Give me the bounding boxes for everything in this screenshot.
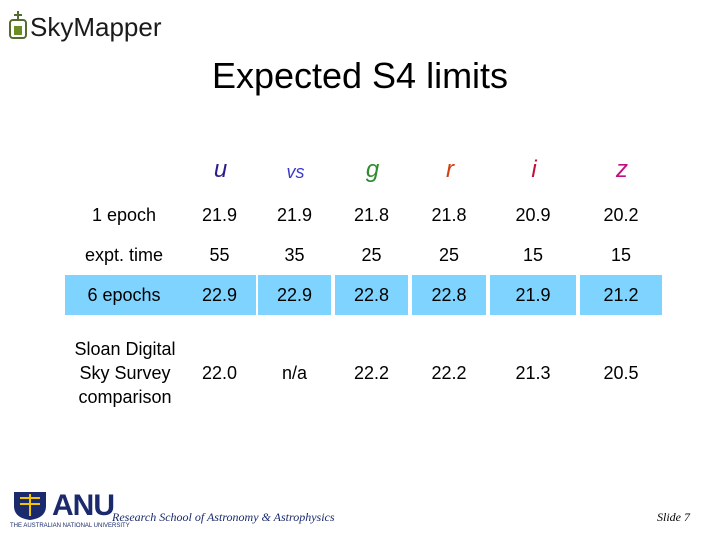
slide-number: Slide 7 <box>657 510 690 524</box>
table-cell: 21.3 <box>515 362 551 383</box>
column-header: g <box>365 156 380 183</box>
table-cell: 22.9 <box>183 275 256 315</box>
table-cell: 35 <box>284 244 305 265</box>
brand: SkyMapper <box>30 12 162 42</box>
table-row: 1 epoch 21.9 21.9 21.8 21.8 20.9 20.2 <box>65 195 665 235</box>
table-cell: 22.8 <box>335 275 408 315</box>
table-row: expt. time 55 35 25 25 15 15 <box>65 235 665 275</box>
table-cell: 22.8 <box>412 275 486 315</box>
table-cell: 20.2 <box>603 204 639 225</box>
table-cell: 25 <box>438 244 460 265</box>
anu-crest <box>14 492 46 520</box>
row-label: 1 epoch <box>91 205 157 225</box>
table-cell: n/a <box>281 362 308 383</box>
column-header: r <box>446 156 454 183</box>
footer-school: Research School of Astronomy & Astrophys… <box>112 510 335 524</box>
table-cell: 20.9 <box>515 204 551 225</box>
column-header: vs <box>286 162 305 182</box>
table-row: Sloan Digital Sky Survey comparison 22.0 n… <box>65 315 665 431</box>
table-cell: 21.2 <box>580 275 662 315</box>
column-header: z <box>616 156 628 183</box>
column-header: u <box>213 156 228 183</box>
table-cell: 15 <box>522 244 544 265</box>
table-cell: 21.8 <box>353 204 390 225</box>
anu-logo-subtitle: THE AUSTRALIAN NATIONAL UNIVERSITY <box>10 523 130 529</box>
skymapper-icon <box>9 11 27 39</box>
row-label: Sloan Digital Sky Survey comparison <box>74 339 176 407</box>
slide-title: Expected S4 limits <box>211 55 509 96</box>
table-cell: 15 <box>610 244 632 265</box>
table-cell: 21.9 <box>201 204 238 225</box>
table-cell: 22.2 <box>353 362 390 383</box>
row-label: 6 epochs <box>65 275 183 315</box>
column-header: i <box>531 156 537 183</box>
table-cell: 22.2 <box>431 362 467 383</box>
table-cell: 25 <box>361 244 382 265</box>
table-cell: 55 <box>209 244 230 265</box>
table-cell: 20.5 <box>603 362 639 383</box>
row-label: expt. time <box>84 245 164 265</box>
table-cell: 21.9 <box>490 275 576 315</box>
table-cell: 22.0 <box>201 362 238 383</box>
table-cell: 21.9 <box>276 204 313 225</box>
table-cell: 21.8 <box>431 204 467 225</box>
table-cell: 22.9 <box>258 275 331 315</box>
table-row: 6 epochs 22.9 22.9 22.8 22.8 21.9 21.2 <box>65 275 665 315</box>
anu-logo: ANU <box>52 489 115 522</box>
